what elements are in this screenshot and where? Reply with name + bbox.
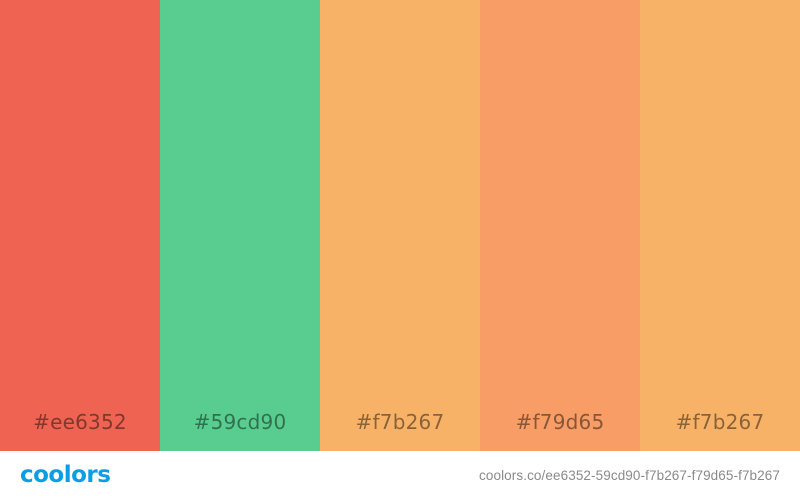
swatch-hex-code: #f7b267	[675, 410, 765, 434]
color-swatch[interactable]: #59cd90	[160, 0, 320, 451]
swatch-hex-code: #f79d65	[515, 410, 605, 434]
swatch-hex-code: #ee6352	[33, 410, 127, 434]
color-swatch[interactable]: #f7b267	[320, 0, 480, 451]
footer-bar: coolors coolors.co/ee6352-59cd90-f7b267-…	[0, 451, 800, 500]
swatch-hex-code: #59cd90	[193, 410, 287, 434]
coolors-logo[interactable]: coolors	[20, 462, 111, 488]
color-palette: #ee6352 #59cd90 #f7b267 #f79d65 #f7b267	[0, 0, 800, 451]
color-swatch[interactable]: #f7b267	[640, 0, 800, 451]
color-swatch[interactable]: #f79d65	[480, 0, 640, 451]
color-swatch[interactable]: #ee6352	[0, 0, 160, 451]
palette-url[interactable]: coolors.co/ee6352-59cd90-f7b267-f79d65-f…	[479, 468, 780, 483]
swatch-hex-code: #f7b267	[355, 410, 445, 434]
